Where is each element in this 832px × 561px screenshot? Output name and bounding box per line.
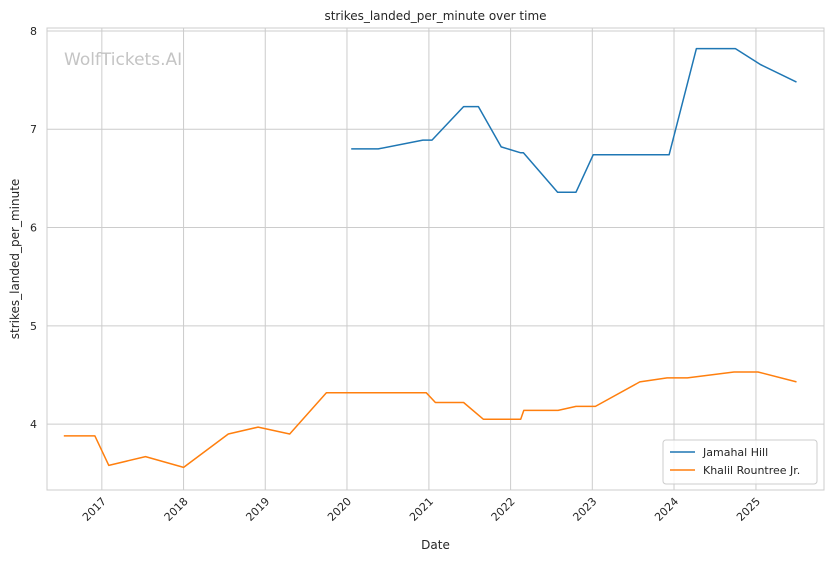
grid xyxy=(47,28,824,490)
series-line-khalil-rountree-jr xyxy=(63,371,797,469)
series-layer xyxy=(63,47,797,469)
legend-label-jamahal-hill: Jamahal Hill xyxy=(702,446,768,459)
legend-label-khalil-rountree: Khalil Rountree Jr. xyxy=(703,464,800,477)
series-line-jamahal-hill xyxy=(351,47,797,193)
y-tick-label: 7 xyxy=(30,123,37,136)
plot-background xyxy=(47,28,824,490)
y-tick-label: 8 xyxy=(30,25,37,38)
x-tick-label: 2019 xyxy=(243,495,272,524)
x-tick-label: 2024 xyxy=(652,495,681,524)
legend-box xyxy=(662,439,818,485)
y-axis-title: strikes_landed_per_minute xyxy=(8,179,22,340)
watermark-text: WolfTickets.AI xyxy=(64,50,182,70)
plot-frame xyxy=(46,27,825,491)
x-tick-label: 2021 xyxy=(407,495,436,524)
x-tick-label: 2018 xyxy=(162,495,191,524)
y-tick-label: 5 xyxy=(30,320,37,333)
x-tick-label: 2022 xyxy=(489,495,518,524)
chart-title: strikes_landed_per_minute over time xyxy=(324,9,546,23)
x-axis-title: Date xyxy=(421,538,450,552)
x-tick-label: 2020 xyxy=(325,495,354,524)
x-tick-label: 2025 xyxy=(734,495,763,524)
legend: Jamahal Hill Khalil Rountree Jr. xyxy=(662,439,818,485)
y-tick-label: 6 xyxy=(30,222,37,235)
x-tick-label: 2017 xyxy=(80,495,109,524)
x-tick-label: 2023 xyxy=(570,495,599,524)
y-tick-label: 4 xyxy=(30,418,37,431)
